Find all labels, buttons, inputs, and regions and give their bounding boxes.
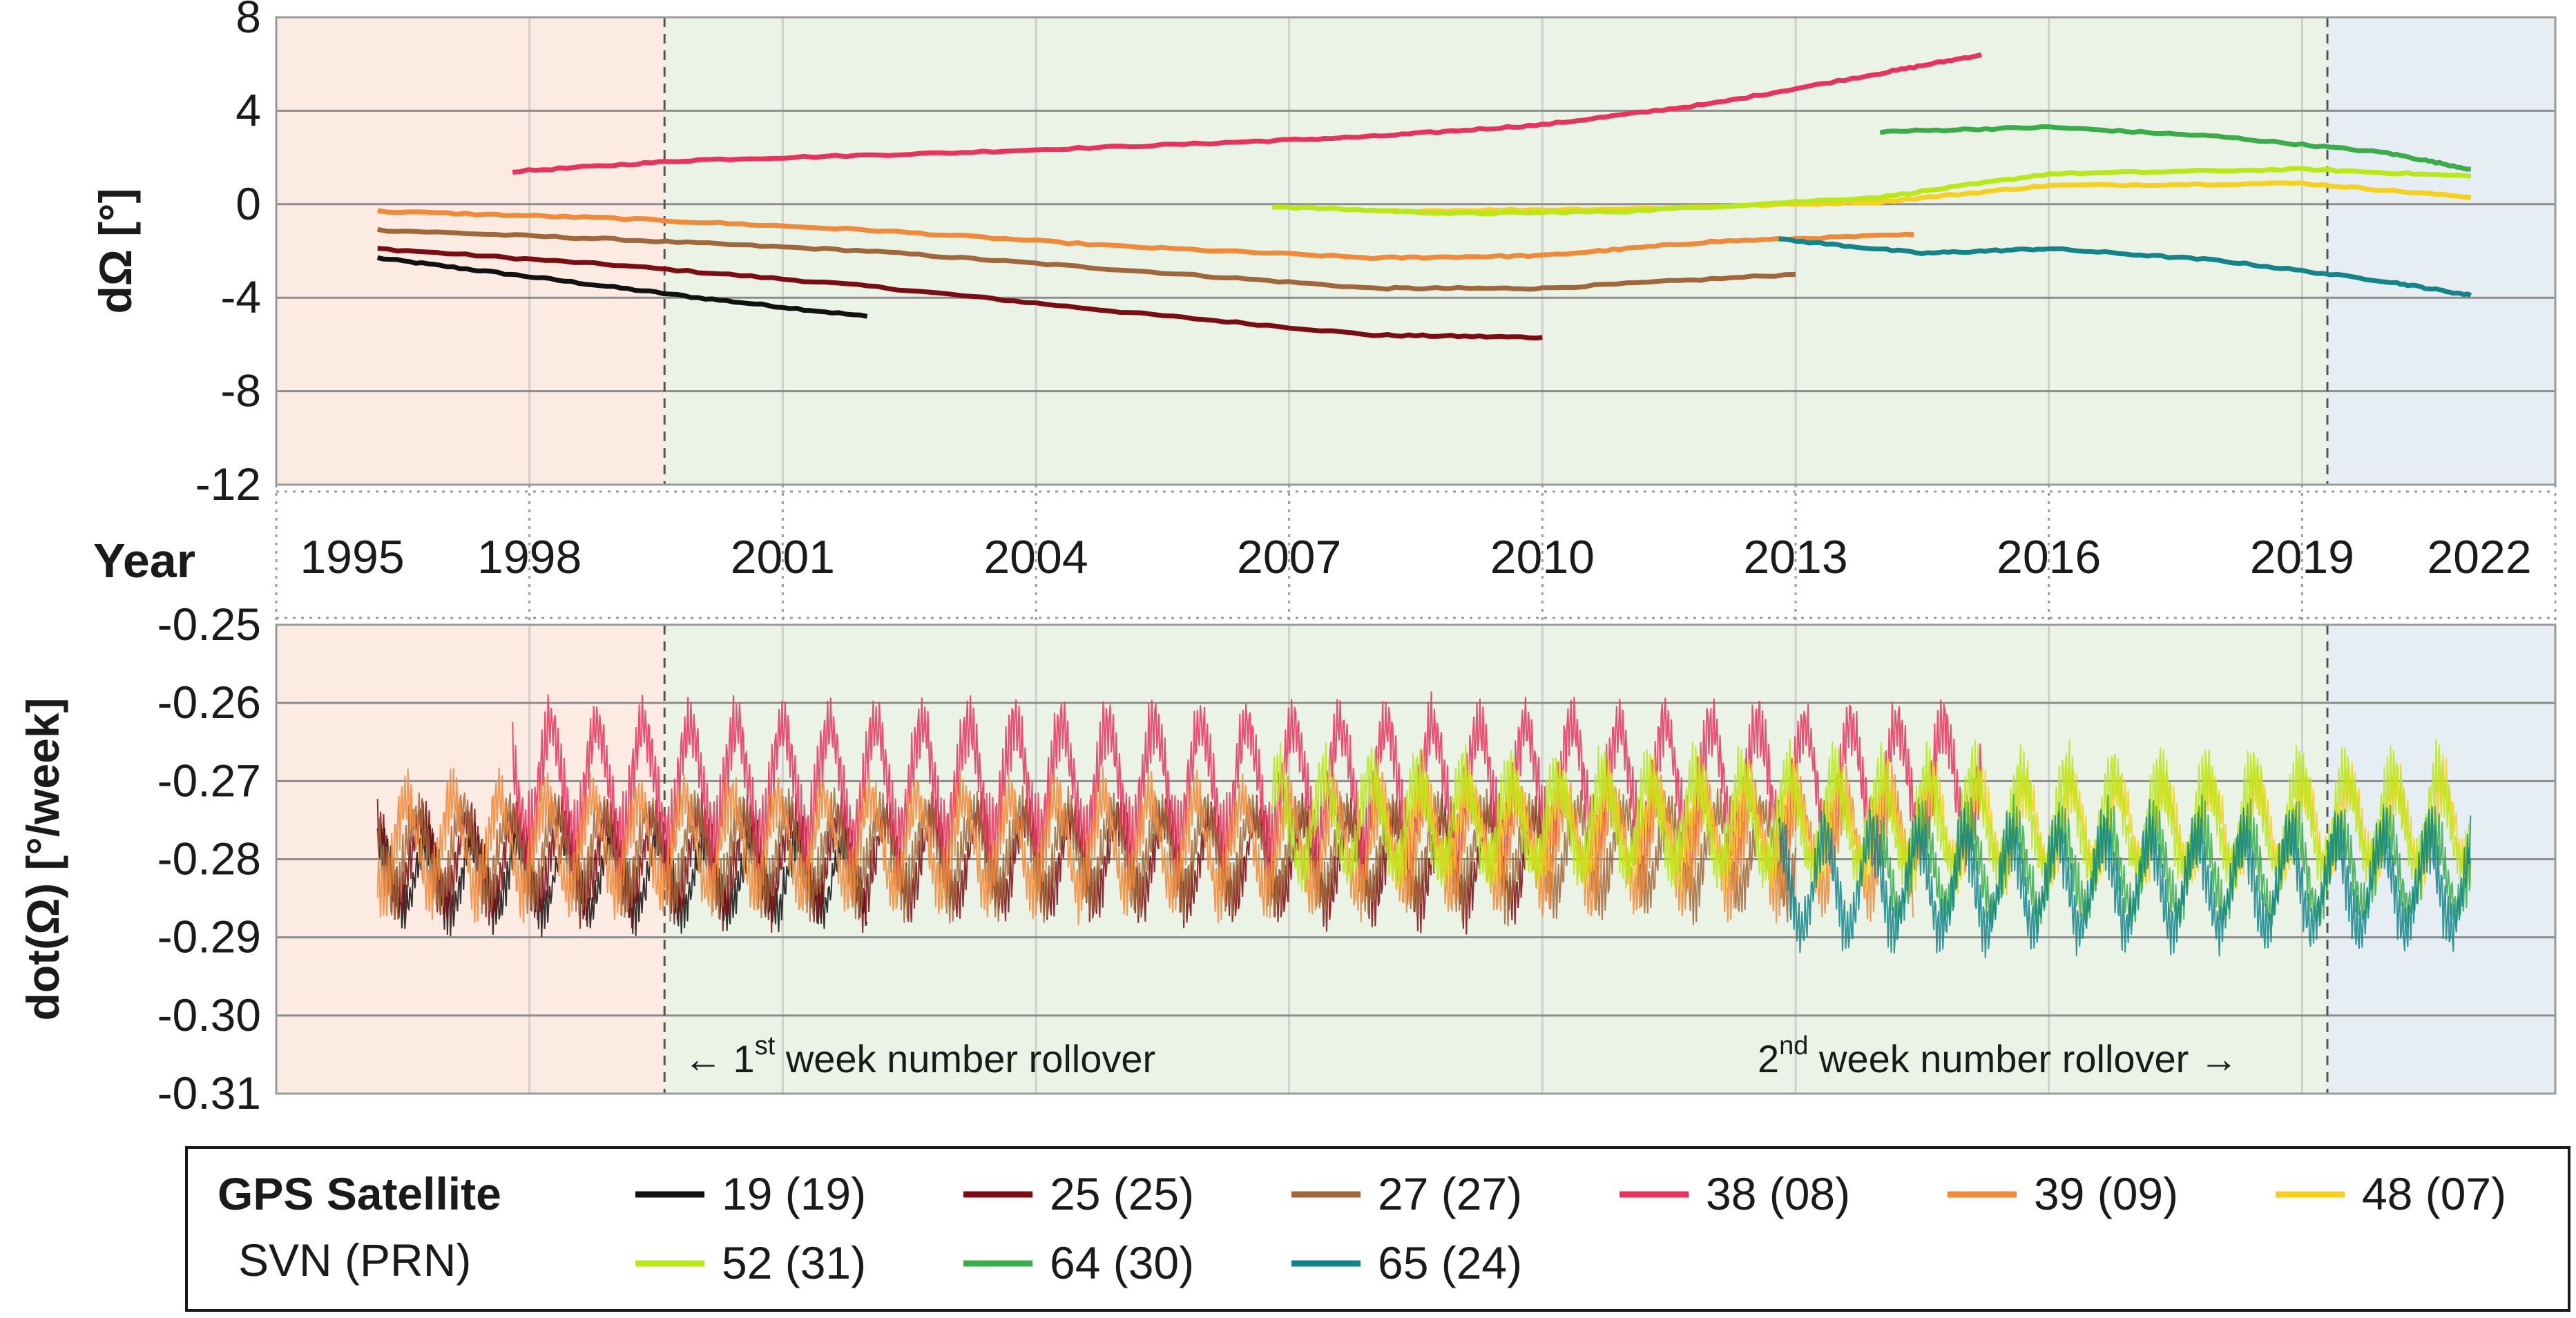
- top-panel-series: [376, 52, 2472, 341]
- rollover-1-superscript: st: [755, 1031, 776, 1060]
- legend-item-label: 64 (30): [1050, 1237, 1194, 1288]
- top-y-axis-title: dΩ [°]: [90, 188, 141, 314]
- top-y-tick-label: -4: [220, 271, 261, 322]
- legend-title: GPS Satellite: [218, 1168, 501, 1219]
- year-axis: Year 1995 1998 2001 2004 2007 2010 2013 2016 201…: [93, 485, 2557, 625]
- rollover-2-text: week number rollover →: [1808, 1037, 2238, 1080]
- series-line-19-19: [376, 255, 868, 319]
- series-line-38-08: [512, 52, 1982, 175]
- top-y-tick-label: 4: [236, 84, 261, 135]
- rollover-1-prefix: ← 1: [684, 1037, 755, 1080]
- year-axis-title: Year: [93, 534, 195, 588]
- top-y-tick-label: 8: [236, 0, 261, 42]
- series-line-39-09: [377, 208, 1914, 262]
- series-line-25-25: [377, 246, 1543, 341]
- legend-item-label: 39 (09): [2034, 1168, 2178, 1219]
- top-bg-late: [2327, 17, 2555, 485]
- legend: GPS Satellite SVN (PRN) 19 (19) 25 (25) 27…: [185, 1146, 2570, 1312]
- top-panel-y-ticks: 8 4 0 -4 -8 -12: [195, 0, 261, 510]
- top-y-tick-label: -12: [195, 458, 261, 510]
- series-line-27-27: [377, 226, 1796, 292]
- legend-subtitle: SVN (PRN): [238, 1234, 471, 1286]
- rollover-2-superscript: nd: [1779, 1031, 1808, 1060]
- legend-item-label: 65 (24): [1378, 1237, 1522, 1288]
- bottom-y-axis-title: dot(Ω) [°/week]: [17, 698, 68, 1021]
- bottom-panel: -0.25 -0.26 -0.27 -0.28 -0.29 -0.30 -0.31 dot(…: [17, 599, 2557, 1118]
- year-tick-label: 2001: [731, 531, 835, 583]
- year-tick-label: 2022: [2427, 531, 2531, 583]
- legend-item-label: 48 (07): [2362, 1168, 2506, 1219]
- legend-item-label: 19 (19): [722, 1168, 866, 1219]
- top-panel-frame: [275, 16, 2557, 486]
- year-tick-label: 2019: [2250, 531, 2354, 583]
- rollover-1-annotation: ← 1st week number rollover: [684, 1031, 1155, 1080]
- rollover-2-annotation: 2nd week number rollover →: [1758, 1031, 2238, 1080]
- bottom-panel-series: [376, 691, 2472, 958]
- top-panel: 8 4 0 -4 -8 -12 dΩ [°]: [90, 0, 2557, 510]
- year-tick-label: 1998: [477, 531, 581, 583]
- rollover-1-text: week number rollover: [775, 1037, 1155, 1080]
- bottom-y-tick-label: -0.27: [157, 755, 261, 806]
- top-bg-early: [276, 17, 665, 485]
- bottom-panel-y-ticks: -0.25 -0.26 -0.27 -0.28 -0.29 -0.30 -0.31: [157, 599, 261, 1118]
- bottom-panel-frame: [275, 623, 2557, 1095]
- top-panel-background: [276, 17, 2555, 485]
- top-y-tick-label: 0: [236, 178, 261, 229]
- bottom-y-tick-label: -0.29: [157, 911, 261, 962]
- bottom-y-tick-label: -0.25: [157, 599, 261, 650]
- year-tick-label: 2004: [983, 531, 1088, 583]
- series-line-52-31: [1272, 166, 2472, 217]
- series-line-65-24: [1778, 236, 2472, 298]
- series-line-64-30: [1879, 124, 2471, 172]
- series-rate-64-30: [1879, 793, 2472, 933]
- legend-frame: [185, 1146, 2570, 1312]
- top-panel-grid: [276, 17, 2555, 485]
- top-y-tick-label: -8: [220, 365, 261, 416]
- year-axis-dotted-lines: [275, 485, 2557, 625]
- series-rate-52-31: [1271, 738, 2472, 895]
- legend-item-label: 27 (27): [1378, 1168, 1522, 1219]
- bottom-y-tick-label: -0.30: [157, 989, 261, 1040]
- year-tick-label: 2016: [1997, 531, 2101, 583]
- legend-item-label: 52 (31): [722, 1237, 866, 1288]
- bottom-y-tick-label: -0.31: [157, 1067, 261, 1118]
- year-tick-label: 1995: [300, 531, 404, 583]
- year-tick-label: 2007: [1237, 531, 1341, 583]
- legend-items: 19 (19) 25 (25) 27 (27) 38 (08) 39 (09) 48 (0…: [635, 1168, 2506, 1288]
- year-tick-label: 2013: [1743, 531, 1847, 583]
- legend-item-label: 25 (25): [1050, 1168, 1194, 1219]
- year-tick-label: 2010: [1490, 531, 1595, 583]
- bottom-y-tick-label: -0.26: [157, 677, 261, 728]
- bottom-y-tick-label: -0.28: [157, 833, 261, 884]
- series-rate-65-24: [1778, 799, 2472, 958]
- rollover-2-prefix: 2: [1758, 1037, 1779, 1080]
- year-axis-ticks: 1995 1998 2001 2004 2007 2010 2013 2016 2019 2022: [300, 531, 2531, 583]
- legend-item-label: 38 (08): [1706, 1168, 1850, 1219]
